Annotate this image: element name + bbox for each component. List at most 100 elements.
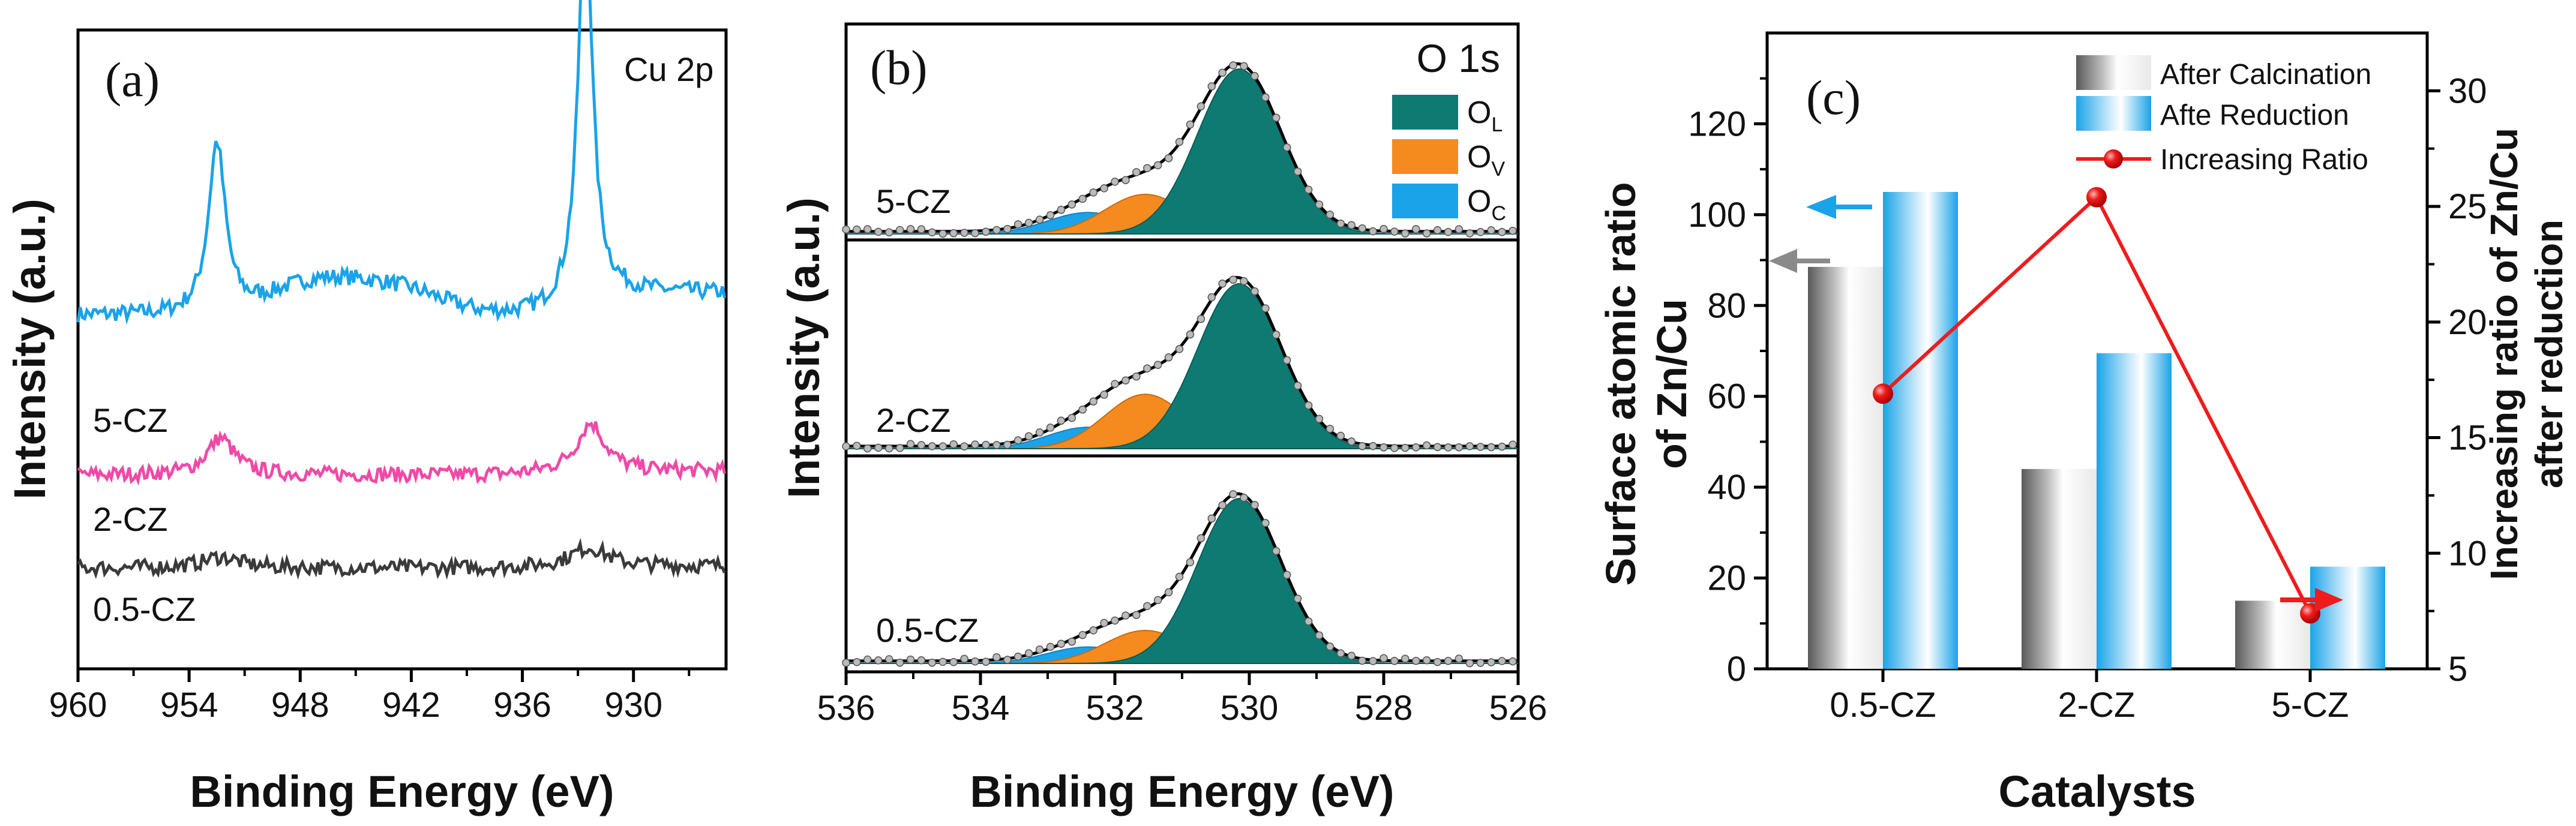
raw-point (1196, 534, 1205, 543)
raw-point (1412, 656, 1420, 665)
raw-point (1358, 224, 1366, 233)
raw-point (1401, 229, 1410, 238)
raw-point (1455, 443, 1464, 452)
panel-a-x-ticks: 960 954 948 942 936 930 (49, 669, 691, 725)
raw-point (1498, 442, 1506, 451)
raw-point (917, 225, 926, 233)
raw-point (1293, 594, 1302, 603)
raw-point (1089, 626, 1097, 635)
panel-c-y2-tick-label: 20 (2448, 303, 2487, 342)
panel-c-x-tick-label: 0.5-CZ (1830, 686, 1936, 725)
raw-point (1175, 137, 1184, 146)
arrow-left-blue (1806, 195, 1872, 219)
raw-point (1509, 657, 1517, 666)
raw-point (1078, 630, 1087, 639)
raw-point (895, 444, 904, 452)
panel-b-legend: OL OV OC (1392, 95, 1506, 225)
raw-point (1476, 659, 1485, 667)
raw-point (1261, 93, 1270, 102)
raw-point (1078, 406, 1087, 414)
raw-point (874, 443, 883, 452)
raw-point (1315, 631, 1324, 640)
panel-c-ylabel-line1: Surface atomic ratio (1597, 182, 1644, 586)
raw-point (1390, 227, 1399, 236)
legend-label-ol: OL (1467, 95, 1503, 136)
panel-a-cu2p: (a) Cu 2p 5-CZ 2-CZ 0.5-CZ 960 954 948 942 9… (5, 0, 728, 816)
raw-point (938, 442, 947, 450)
raw-point (992, 653, 1001, 662)
raw-point (1465, 659, 1474, 668)
raw-point (1175, 345, 1184, 353)
cu2p-curve-05-cz (77, 537, 726, 580)
raw-point (1143, 602, 1151, 611)
raw-point (1089, 397, 1097, 406)
panel-c-y2-tick-label: 10 (2448, 534, 2487, 573)
raw-point (1326, 211, 1335, 219)
raw-point (863, 444, 872, 453)
panel-a-x-tick-label: 930 (604, 686, 662, 725)
raw-points-5-cz (842, 61, 1517, 238)
panel-a-label: (a) (105, 52, 160, 107)
raw-points-05-cz (842, 490, 1517, 668)
panel-b-x-tick-label: 534 (952, 689, 1010, 728)
raw-point (1380, 654, 1388, 662)
raw-point (992, 226, 1001, 235)
panel-c-xlabel: Catalysts (1998, 767, 2196, 816)
legend-swatch-ol (1392, 95, 1458, 130)
panel-a-x-tick-label: 936 (493, 686, 551, 725)
raw-point (928, 659, 937, 667)
subpanel-label-5cz: 5-CZ (876, 182, 950, 220)
raw-point (949, 440, 958, 449)
raw-points-2-cz (842, 275, 1517, 453)
raw-point (1196, 314, 1205, 323)
raw-point (1207, 82, 1216, 91)
raw-point (1487, 658, 1495, 666)
raw-point (1132, 168, 1141, 176)
raw-point (1358, 442, 1366, 450)
raw-point (1121, 611, 1130, 620)
legend-label-calcination: After Calcination (2160, 59, 2371, 91)
cu2p-curve-2-cz (77, 421, 726, 486)
bar-reduction-2-cz (2097, 353, 2172, 669)
raw-point (853, 441, 861, 450)
panel-c-y2-tick-label: 15 (2448, 419, 2487, 458)
raw-point (1455, 654, 1464, 663)
raw-point (1164, 353, 1173, 362)
panel-b-annotation: O 1s (1417, 36, 1500, 80)
panel-c-zncu-ratio: 0 20 40 60 80 100 120 5 10 15 20 25 30 0.5-CZ 2-CZ 5-… (1597, 31, 2571, 816)
raw-point (1229, 275, 1237, 284)
panel-b-x-tick-label: 536 (817, 689, 875, 728)
cu2p-curve-5-cz (76, 0, 726, 325)
raw-point (1326, 642, 1335, 651)
legend-label-ov: OV (1467, 140, 1505, 181)
raw-point (1067, 413, 1076, 422)
raw-point (1444, 227, 1453, 236)
raw-point (1024, 218, 1033, 227)
raw-point (1293, 382, 1302, 390)
panel-c-ylabel-line2: of Zn/Cu (1648, 299, 1695, 469)
panel-c-x-tick-label: 5-CZ (2272, 686, 2349, 725)
raw-point (1293, 167, 1302, 176)
raw-point (1078, 194, 1087, 203)
raw-point (842, 659, 850, 667)
raw-point (1282, 356, 1291, 365)
raw-point (1380, 443, 1388, 452)
raw-point (1153, 596, 1162, 605)
panel-a-annotation: Cu 2p (624, 50, 713, 88)
raw-point (1476, 228, 1485, 236)
series-label-2cz: 2-CZ (93, 500, 167, 538)
raw-point (853, 657, 861, 666)
raw-point (1304, 617, 1313, 626)
raw-point (1336, 431, 1345, 440)
raw-point (982, 227, 990, 236)
raw-point (1282, 143, 1291, 152)
panel-c-y-tick-label: 60 (1707, 377, 1746, 416)
raw-point (1336, 649, 1345, 657)
panel-a-ylabel: Intensity (a.u.) (5, 199, 55, 500)
raw-point (895, 226, 904, 235)
panel-a-x-tick-label: 954 (160, 686, 218, 725)
raw-point (1035, 428, 1044, 437)
raw-point (1347, 221, 1356, 230)
raw-point (1067, 200, 1076, 209)
panel-c-ratio-line (1873, 187, 2320, 624)
